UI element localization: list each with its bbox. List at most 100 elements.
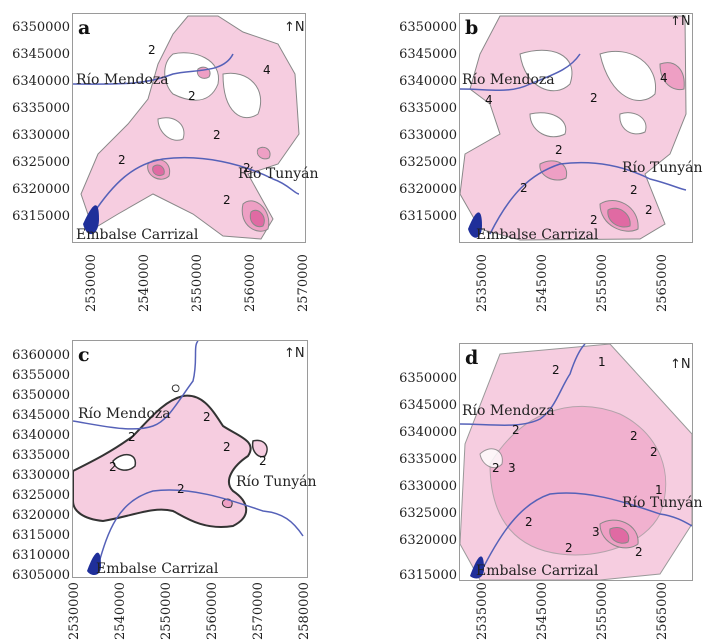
- panel-c-letter: c: [78, 344, 90, 366]
- panel-c-north-arrow: ↑N: [284, 346, 305, 361]
- svg-text:2: 2: [565, 541, 573, 555]
- y-tick: 6345000: [12, 47, 70, 62]
- x-tick: 2535000: [475, 582, 490, 640]
- panel-c-river-tunyan: Río Tunyán: [236, 474, 317, 490]
- north-arrow-icon: ↑: [670, 357, 681, 372]
- y-tick: 6345000: [399, 398, 457, 413]
- panel-b-svg: 4 2 4 2 2 2 2 2: [460, 15, 687, 241]
- north-label: N: [680, 357, 691, 372]
- svg-text:2: 2: [118, 153, 126, 167]
- svg-text:2: 2: [492, 461, 500, 475]
- svg-text:2: 2: [590, 213, 598, 227]
- y-tick: 6330000: [399, 128, 457, 143]
- panel-c-svg: 2 2 2 2 2 2: [73, 341, 304, 576]
- svg-text:2: 2: [520, 181, 528, 195]
- y-tick: 6340000: [12, 74, 70, 89]
- y-tick: 6340000: [12, 428, 70, 443]
- y-tick: 6325000: [399, 506, 457, 521]
- y-tick: 6310000: [12, 548, 70, 563]
- y-tick: 6330000: [12, 468, 70, 483]
- panel-d-river-tunyan: Río Tunyán: [622, 495, 703, 511]
- x-tick: 2565000: [655, 254, 670, 312]
- y-tick: 6355000: [12, 368, 70, 383]
- panel-b-north-arrow: ↑N: [670, 14, 691, 29]
- y-tick: 6315000: [12, 209, 70, 224]
- panel-b-reservoir: Embalse Carrizal: [476, 227, 599, 243]
- panel-a-svg: 2 2 2 2 2 2 4: [73, 15, 300, 240]
- panel-a-river-mendoza: Río Mendoza: [76, 72, 169, 88]
- x-tick: 2545000: [535, 582, 550, 640]
- svg-text:1: 1: [655, 483, 663, 497]
- svg-text:2: 2: [128, 430, 136, 444]
- y-tick: 6320000: [399, 533, 457, 548]
- north-label: N: [294, 20, 305, 35]
- panel-c-river-mendoza: Río Mendoza: [78, 406, 171, 422]
- svg-text:4: 4: [485, 93, 493, 107]
- svg-text:2: 2: [590, 91, 598, 105]
- svg-text:2: 2: [552, 363, 560, 377]
- x-tick: 2555000: [595, 254, 610, 312]
- x-tick: 2530000: [67, 582, 82, 640]
- panel-d-letter: d: [465, 347, 479, 369]
- svg-text:2: 2: [259, 454, 267, 468]
- svg-text:2: 2: [223, 440, 231, 454]
- x-tick: 2560000: [205, 582, 220, 640]
- y-tick: 6340000: [399, 425, 457, 440]
- north-label: N: [294, 346, 305, 361]
- x-tick: 2565000: [655, 582, 670, 640]
- svg-text:2: 2: [635, 545, 643, 559]
- svg-text:2: 2: [177, 482, 185, 496]
- north-arrow-icon: ↑: [670, 14, 681, 29]
- y-tick: 6335000: [12, 101, 70, 116]
- y-tick: 6350000: [399, 371, 457, 386]
- panel-d-map: 2 1 2 2 3 2 2 1 2 2 3 2: [459, 343, 693, 581]
- panel-b-letter: b: [465, 17, 479, 39]
- north-arrow-icon: ↑: [284, 20, 295, 35]
- y-tick: 6305000: [12, 568, 70, 583]
- svg-text:2: 2: [630, 183, 638, 197]
- svg-text:2: 2: [630, 429, 638, 443]
- y-tick: 6315000: [399, 209, 457, 224]
- panel-a-river-tunyan: Río Tunyán: [238, 166, 319, 182]
- svg-text:2: 2: [243, 161, 251, 175]
- panel-d-svg: 2 1 2 2 3 2 2 1 2 2 3 2: [460, 344, 692, 580]
- y-tick: 6330000: [12, 128, 70, 143]
- x-tick: 2580000: [297, 582, 312, 640]
- panel-b-river-tunyan: Río Tunyán: [622, 160, 703, 176]
- svg-text:4: 4: [263, 63, 271, 77]
- x-tick: 2530000: [84, 254, 99, 312]
- panel-a-map: 2 2 2 2 2 2 4: [72, 13, 306, 243]
- y-tick: 6350000: [12, 388, 70, 403]
- x-tick: 2560000: [243, 254, 258, 312]
- y-tick: 6350000: [12, 20, 70, 35]
- panel-d-reservoir: Embalse Carrizal: [476, 563, 599, 579]
- y-tick: 6335000: [399, 452, 457, 467]
- x-tick: 2540000: [113, 582, 128, 640]
- y-tick: 6315000: [12, 528, 70, 543]
- panel-b-river-mendoza: Río Mendoza: [462, 72, 555, 88]
- svg-text:2: 2: [645, 203, 653, 217]
- y-tick: 6315000: [399, 568, 457, 583]
- panel-a-north-arrow: ↑N: [284, 20, 305, 35]
- svg-text:2: 2: [525, 515, 533, 529]
- svg-text:1: 1: [598, 355, 606, 369]
- panel-b-map: 4 2 4 2 2 2 2 2: [459, 13, 693, 243]
- y-tick: 6335000: [12, 448, 70, 463]
- svg-text:2: 2: [109, 460, 117, 474]
- y-tick: 6325000: [12, 155, 70, 170]
- north-label: N: [680, 14, 691, 29]
- svg-text:4: 4: [660, 71, 668, 85]
- y-tick: 6325000: [399, 155, 457, 170]
- x-tick: 2535000: [475, 254, 490, 312]
- panel-a-letter: a: [78, 17, 91, 39]
- svg-text:2: 2: [512, 423, 520, 437]
- y-tick: 6325000: [12, 488, 70, 503]
- north-arrow-icon: ↑: [284, 346, 295, 361]
- panel-d-north-arrow: ↑N: [670, 357, 691, 372]
- y-tick: 6350000: [399, 20, 457, 35]
- panel-a-reservoir: Embalse Carrizal: [76, 227, 199, 243]
- y-tick: 6320000: [12, 182, 70, 197]
- x-tick: 2570000: [251, 582, 266, 640]
- panel-d-river-mendoza: Río Mendoza: [462, 403, 555, 419]
- x-tick: 2550000: [159, 582, 174, 640]
